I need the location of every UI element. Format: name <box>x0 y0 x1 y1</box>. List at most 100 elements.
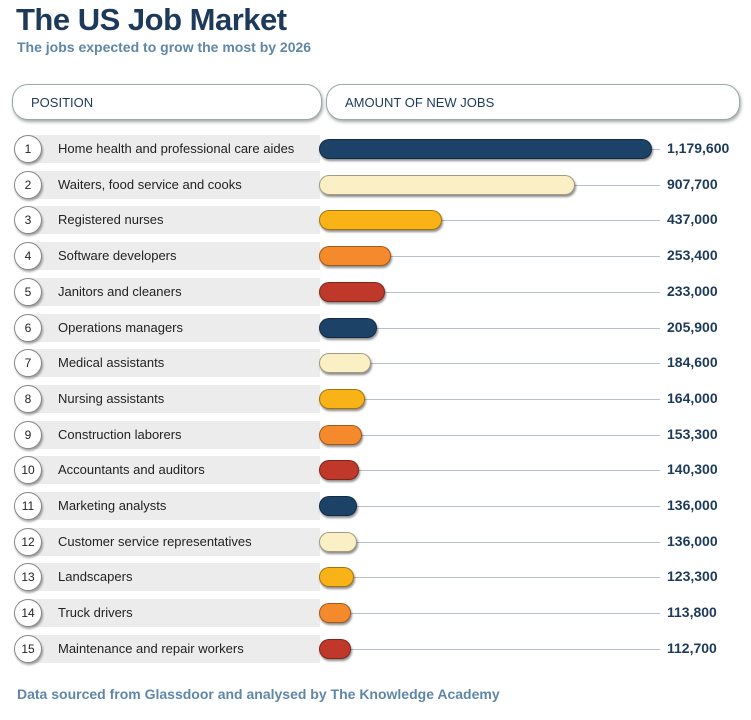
bar-row: 11 Marketing analysts 136,000 <box>0 491 751 521</box>
rank-badge: 13 <box>14 563 42 592</box>
value-label: 253,400 <box>667 247 718 264</box>
rank-badge: 2 <box>14 170 42 199</box>
position-label: Truck drivers <box>58 605 133 621</box>
bar <box>319 139 652 159</box>
bar <box>319 460 359 481</box>
position-label: Accountants and auditors <box>58 462 205 478</box>
position-label: Operations managers <box>58 319 184 335</box>
bar-row: 9 Construction laborers 153,300 <box>0 420 751 450</box>
chart-subtitle: The jobs expected to grow the most by 20… <box>17 39 312 55</box>
position-label: Janitors and cleaners <box>58 283 182 299</box>
bar-row: 2 Waiters, food service and cooks 907,70… <box>0 170 751 200</box>
leader-line <box>320 470 660 472</box>
header-position: POSITION <box>12 84 322 120</box>
bar-row: 13 Landscapers 123,300 <box>0 562 751 592</box>
row-band <box>30 456 320 485</box>
bar-row: 1 Home health and professional care aide… <box>0 134 751 164</box>
row-band <box>30 492 320 520</box>
position-label: Home health and professional care aides <box>58 141 295 156</box>
rank-badge: 6 <box>14 313 42 342</box>
row-band <box>30 634 320 663</box>
position-label: Marketing analysts <box>58 498 167 513</box>
bar <box>319 246 391 267</box>
value-label: 140,300 <box>667 461 718 478</box>
position-label: Construction laborers <box>58 426 182 442</box>
position-label: Registered nurses <box>58 212 164 228</box>
bar-row: 4 Software developers 253,400 <box>0 241 751 271</box>
row-band <box>30 527 320 556</box>
bar-row: 8 Nursing assistants 164,000 <box>0 384 751 414</box>
bar-row: 5 Janitors and cleaners 233,000 <box>0 277 751 307</box>
bar-row: 12 Customer service representatives 136,… <box>0 527 751 557</box>
leader-line <box>320 327 660 329</box>
bar <box>319 496 358 516</box>
bar <box>319 210 443 231</box>
value-label: 113,800 <box>667 604 717 621</box>
bar <box>319 281 385 302</box>
value-label: 907,700 <box>667 175 718 192</box>
position-label: Nursing assistants <box>58 390 165 406</box>
bar <box>319 531 358 552</box>
position-label: Customer service representatives <box>58 533 252 549</box>
rank-badge: 14 <box>14 599 42 628</box>
leader-line <box>320 648 660 650</box>
bar-row: 15 Maintenance and repair workers 112,70… <box>0 634 751 664</box>
position-label: Medical assistants <box>58 355 165 371</box>
bar <box>319 424 363 445</box>
rank-badge: 3 <box>14 206 42 235</box>
value-label: 164,000 <box>667 389 718 406</box>
bar-row: 14 Truck drivers 113,800 <box>0 598 751 628</box>
value-label: 1,179,600 <box>667 140 730 156</box>
bar-row: 3 Registered nurses 437,000 <box>0 205 751 235</box>
leader-line <box>320 613 660 615</box>
value-label: 112,700 <box>667 639 717 656</box>
position-label: Software developers <box>58 248 177 264</box>
bar <box>319 353 372 374</box>
position-label: Waiters, food service and cooks <box>58 176 242 192</box>
leader-line <box>320 363 660 365</box>
rank-badge: 7 <box>14 349 42 378</box>
row-band <box>30 313 320 342</box>
leader-line <box>320 220 660 222</box>
position-label: Landscapers <box>58 569 133 585</box>
value-label: 136,000 <box>667 497 718 513</box>
row-band <box>30 349 320 378</box>
value-label: 136,000 <box>667 532 718 549</box>
bar <box>319 603 352 624</box>
header-amount: AMOUNT OF NEW JOBS <box>326 84 740 120</box>
leader-line <box>320 506 660 507</box>
leader-line <box>320 398 660 400</box>
rank-badge: 4 <box>14 242 42 271</box>
rank-badge: 8 <box>14 384 42 413</box>
leader-line <box>320 434 660 436</box>
bar-row: 10 Accountants and auditors 140,300 <box>0 455 751 485</box>
row-band <box>30 277 320 306</box>
bar <box>319 638 351 659</box>
rank-badge: 10 <box>14 456 42 485</box>
row-band <box>30 420 320 449</box>
rank-badge: 9 <box>14 420 42 449</box>
leader-line <box>320 577 660 579</box>
row-band <box>30 599 320 628</box>
leader-line <box>320 291 660 293</box>
leader-line <box>320 256 660 258</box>
leader-line <box>320 541 660 543</box>
value-label: 437,000 <box>667 211 718 228</box>
chart-title: The US Job Market <box>16 2 287 37</box>
rank-badge: 1 <box>14 135 42 163</box>
value-label: 205,900 <box>667 318 718 335</box>
position-label: Maintenance and repair workers <box>58 640 244 656</box>
rank-badge: 11 <box>14 492 42 520</box>
value-label: 153,300 <box>667 425 718 442</box>
bar-row: 6 Operations managers 205,900 <box>0 313 751 343</box>
rank-badge: 15 <box>14 634 42 663</box>
bar <box>319 388 366 409</box>
value-label: 184,600 <box>667 354 718 371</box>
row-band <box>30 563 320 592</box>
bar-row: 7 Medical assistants 184,600 <box>0 348 751 378</box>
bar <box>319 174 576 195</box>
value-label: 123,300 <box>667 568 718 585</box>
row-band <box>30 206 320 235</box>
row-band <box>30 135 320 163</box>
